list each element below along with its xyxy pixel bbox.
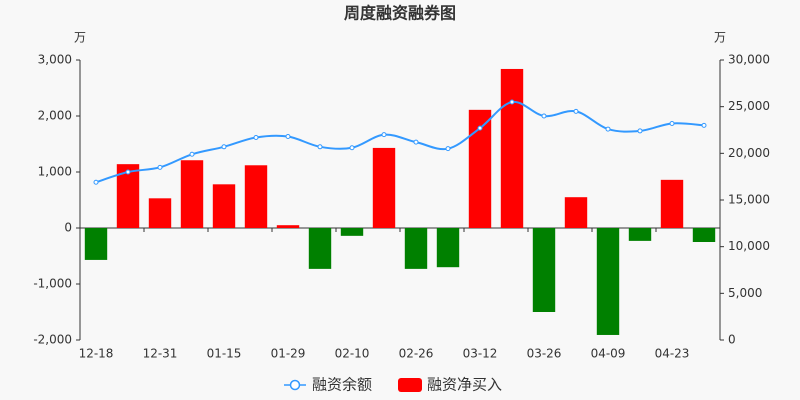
bar [596, 228, 620, 335]
point [541, 113, 547, 119]
point [381, 132, 387, 138]
y2-unit: 万 [714, 31, 726, 45]
bar [148, 198, 172, 228]
point [157, 164, 163, 170]
bar [500, 68, 524, 229]
point [573, 108, 579, 114]
point [253, 134, 259, 140]
bar [468, 109, 492, 228]
legend-marker [289, 379, 301, 391]
x-tick-label: 03-12 [463, 347, 498, 361]
bar [340, 228, 364, 236]
y-tick-label: 0 [64, 221, 72, 235]
point [637, 128, 643, 134]
legend-label: 融资余额 [312, 376, 372, 394]
x-tick-label: 04-09 [591, 347, 626, 361]
point [189, 151, 195, 157]
point [509, 99, 515, 105]
x-tick-label: 02-10 [335, 347, 370, 361]
y2-tick-label: 0 [728, 333, 736, 347]
bar [308, 228, 332, 269]
bar [84, 228, 108, 260]
x-tick-label: 01-29 [271, 347, 306, 361]
bar [372, 147, 396, 228]
legend: 融资余额 融资净买入 [284, 376, 502, 394]
point [445, 146, 451, 152]
x-tick-label: 12-31 [143, 347, 178, 361]
y-tick-label: -1,000 [33, 277, 72, 291]
y2-tick-label: 5,000 [728, 286, 762, 300]
y-unit: 万 [74, 31, 86, 45]
point [605, 126, 611, 132]
bar [692, 228, 716, 242]
bar [116, 164, 140, 228]
point [285, 134, 291, 140]
legend-label: 融资净买入 [427, 376, 502, 394]
legend-swatch [398, 378, 422, 392]
y-tick-label: 2,000 [38, 109, 72, 123]
y2-tick-label: 25,000 [728, 99, 770, 113]
bar [404, 228, 428, 269]
bar [180, 160, 204, 228]
bar [212, 184, 236, 228]
y-tick-label: -2,000 [33, 333, 72, 347]
chart-title: 周度融资融券图 [344, 4, 456, 23]
point [669, 120, 675, 126]
bar [532, 228, 556, 312]
point [221, 144, 227, 150]
bar [564, 197, 588, 228]
y-tick-label: 1,000 [38, 165, 72, 179]
point [349, 145, 355, 151]
bar [660, 179, 684, 228]
y2-tick-label: 30,000 [728, 53, 770, 67]
point [317, 144, 323, 150]
point [413, 139, 419, 145]
x-tick-label: 01-15 [207, 347, 242, 361]
y2-tick-label: 20,000 [728, 146, 770, 160]
x-tick-label: 12-18 [79, 347, 114, 361]
point [93, 179, 99, 185]
x-tick-label: 02-26 [399, 347, 434, 361]
line [95, 100, 705, 184]
bar [276, 225, 300, 228]
y2-tick-label: 10,000 [728, 239, 770, 253]
y-tick-label: 3,000 [38, 53, 72, 67]
bar [628, 228, 652, 241]
y2-tick-label: 15,000 [728, 193, 770, 207]
x-tick-label: 03-26 [527, 347, 562, 361]
bar [244, 165, 268, 228]
x-tick-label: 04-23 [655, 347, 690, 361]
bar [436, 228, 460, 268]
point [701, 122, 707, 128]
point [125, 169, 131, 175]
point [477, 125, 483, 131]
